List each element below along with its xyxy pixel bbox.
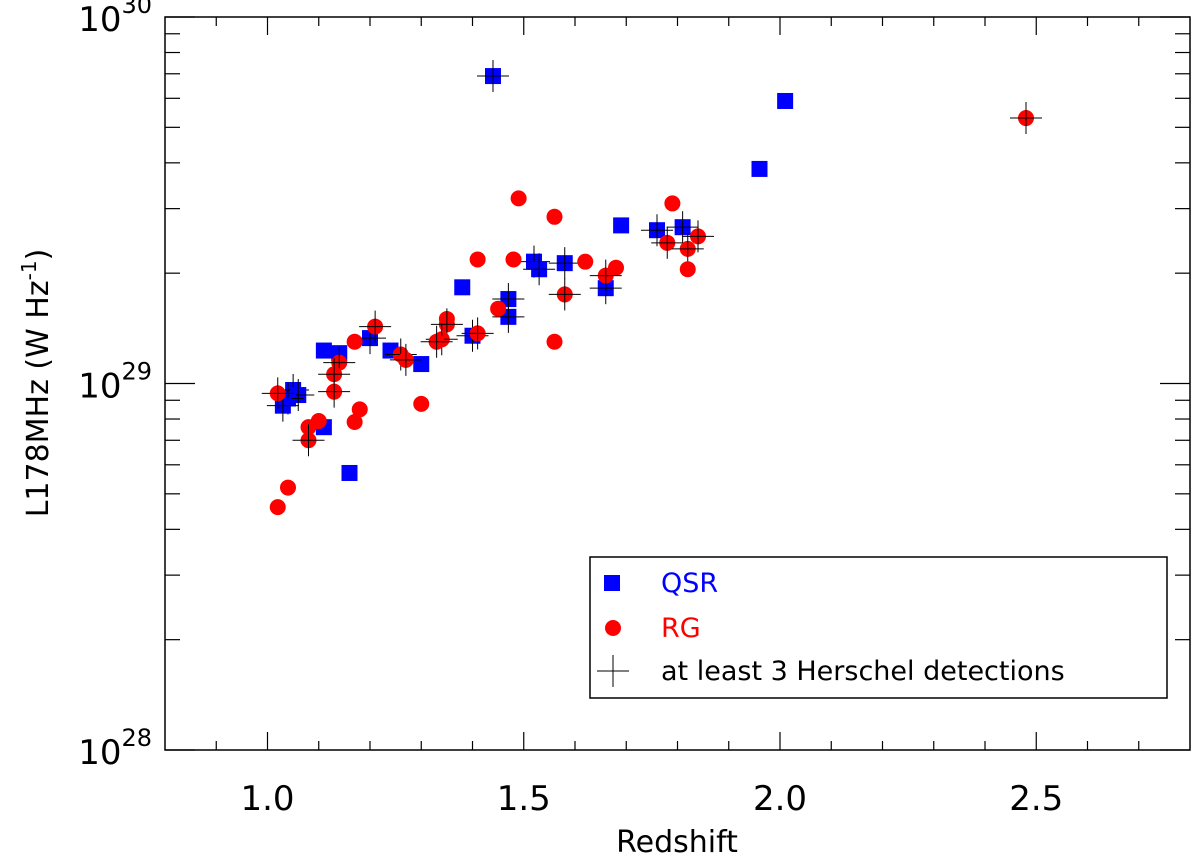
legend-circle-marker: [605, 620, 621, 636]
rg-point: [413, 395, 430, 412]
legend-square-marker: [604, 575, 620, 591]
herschel-detection-cross: [359, 310, 392, 343]
x-tick-label: 1.0: [240, 779, 294, 819]
rg-point: [346, 333, 363, 350]
herschel-detection-cross: [548, 278, 581, 311]
herschel-detection-cross: [589, 259, 622, 292]
qsr-point: [751, 160, 768, 177]
data-points: [261, 60, 1042, 516]
herschel-detection-cross: [523, 253, 556, 286]
rg-point: [469, 251, 486, 268]
y-axis-title-exponent: -1: [17, 260, 41, 280]
herschel-detection-cross: [261, 377, 294, 410]
legend: QSR RG at least 3 Herschel detections: [589, 556, 1168, 699]
qsr-point: [413, 356, 430, 373]
qsr-point: [613, 217, 630, 234]
rg-point: [546, 333, 563, 350]
herschel-detection-cross: [461, 317, 494, 350]
herschel-detection-cross: [318, 375, 351, 408]
rg-point: [505, 251, 522, 268]
rg-point: [577, 253, 594, 270]
legend-label-qsr: QSR: [661, 568, 718, 599]
y-tick-label: 1029: [78, 358, 152, 407]
rg-point: [546, 208, 563, 225]
y-axis-title: L178MHz (W Hz-1): [17, 249, 56, 518]
legend-label-rg: RG: [661, 613, 701, 644]
herschel-detection-cross: [420, 325, 453, 358]
y-axis-title-main: L178MHz (W Hz: [21, 280, 56, 517]
axis-ticks: [165, 16, 1190, 751]
herschel-detection-cross: [548, 247, 581, 280]
herschel-detection-cross: [651, 226, 684, 259]
rg-point: [679, 261, 696, 278]
rg-point: [269, 499, 286, 516]
qsr-point: [341, 464, 358, 481]
axis-tick-labels: 1.0 1.5 2.0 2.5 1028 1029 1030: [78, 0, 1063, 819]
rg-point: [490, 300, 507, 317]
x-axis-title: Redshift: [616, 825, 738, 860]
legend-label-herschel: at least 3 Herschel detections: [661, 656, 1065, 687]
qsr-point: [454, 279, 471, 296]
herschel-detection-cross: [671, 232, 704, 265]
x-tick-label: 2.0: [753, 779, 807, 819]
legend-cross-marker: [597, 655, 629, 687]
qsr-point: [777, 92, 794, 109]
qsr-point: [315, 342, 332, 359]
herschel-detection-cross: [492, 300, 525, 333]
y-axis-title-close: ): [21, 249, 56, 261]
y-tick-label: 1030: [78, 0, 152, 40]
herschel-detection-cross: [477, 60, 509, 93]
rg-point: [664, 195, 681, 212]
rg-point: [510, 190, 527, 207]
rg-point: [346, 414, 363, 431]
herschel-detection-cross: [389, 343, 422, 376]
y-tick-label: 1028: [78, 724, 152, 773]
rg-point: [280, 479, 296, 496]
rg-point: [351, 401, 368, 418]
x-tick-label: 1.5: [497, 779, 551, 819]
legend-box: [589, 556, 1168, 699]
herschel-detection-cross: [666, 211, 699, 244]
herschel-detection-cross: [1010, 102, 1042, 135]
herschel-detection-cross: [292, 424, 325, 457]
x-tick-label: 2.5: [1009, 779, 1063, 819]
